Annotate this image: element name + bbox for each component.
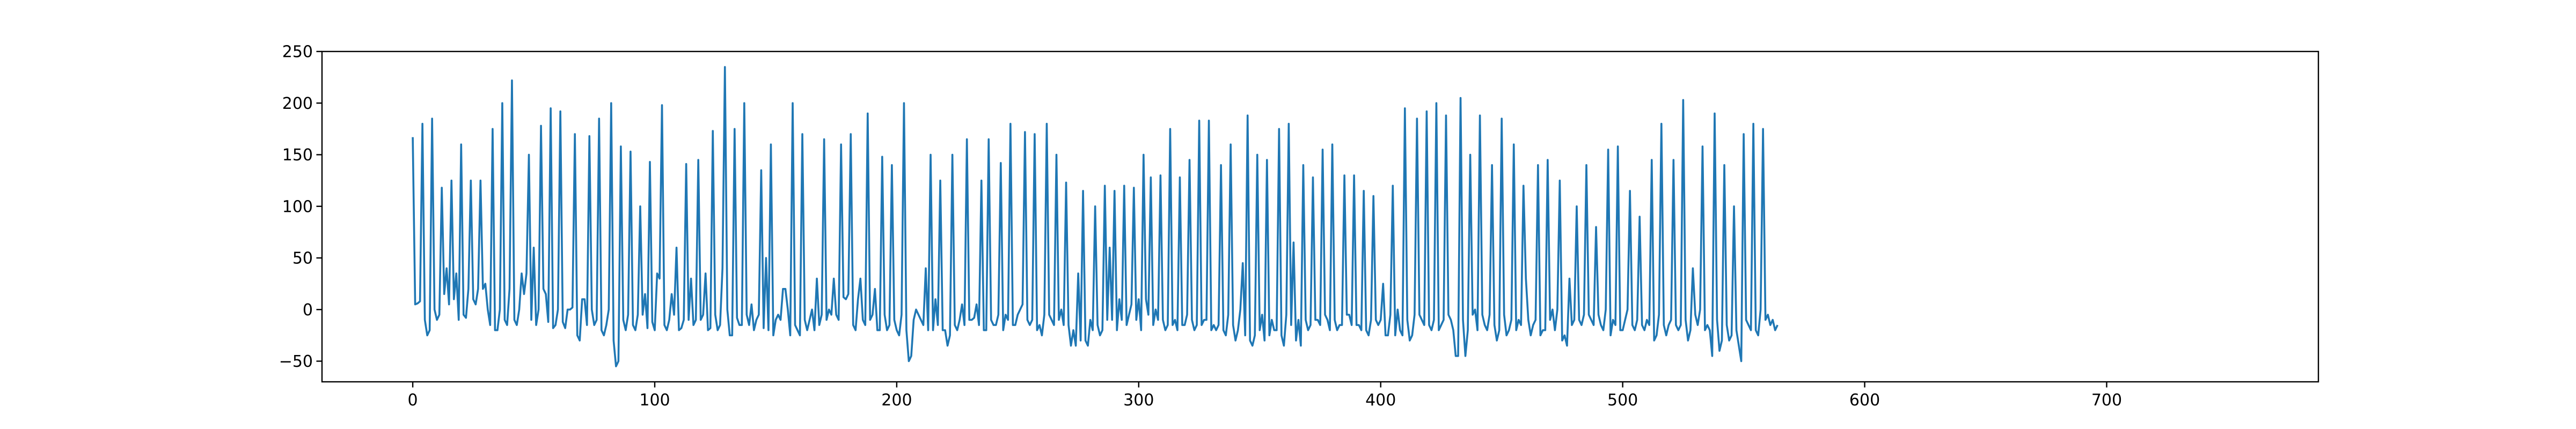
y-tick-label: 100 [282,197,313,216]
x-tick-label: 700 [2091,391,2122,410]
y-tick-label: 0 [303,301,313,320]
x-tick-label: 0 [408,391,418,410]
y-tick-label: −50 [279,352,313,371]
x-tick-label: 100 [639,391,670,410]
x-tick-label: 500 [1607,391,1638,410]
tick-layer: 0 100 200 300 400 500 600 700 −50 0 50 100 150 200 250 [279,43,2122,410]
x-tick-label: 400 [1365,391,1396,410]
y-tick-label: 150 [282,146,313,165]
series-line-0 [412,66,1779,367]
y-tick-label: 200 [282,94,313,113]
plot-frame [321,50,2319,383]
series-layer [412,66,1779,367]
y-tick-label: 250 [282,43,313,62]
x-tick-label: 200 [881,391,912,410]
x-tick-label: 300 [1123,391,1154,410]
x-tick-label: 600 [1849,391,1880,410]
y-tick-label: 50 [292,249,313,268]
